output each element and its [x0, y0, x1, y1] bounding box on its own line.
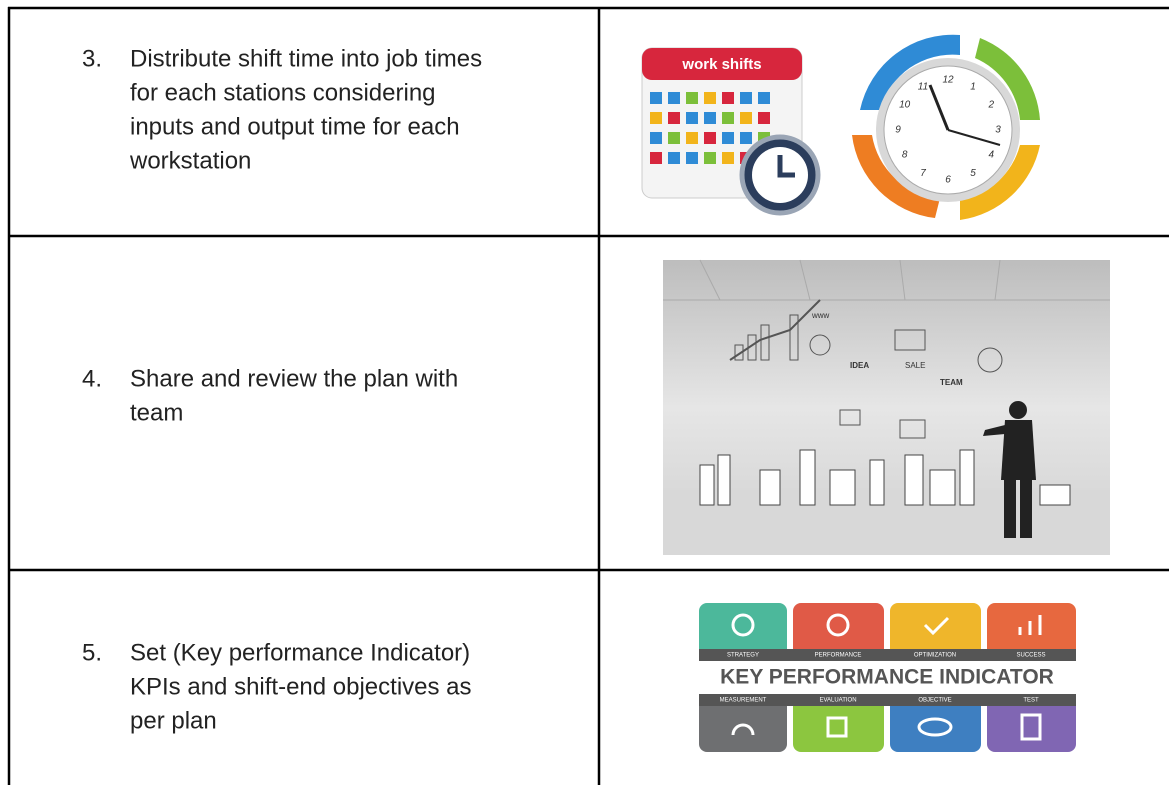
calendar-cell	[740, 132, 752, 144]
kpi-tile	[987, 696, 1076, 752]
kpi-label: PERFORMANCE	[815, 653, 862, 659]
clock-number: 6	[945, 175, 951, 186]
arrow-blue	[860, 34, 960, 110]
calendar-cell	[704, 152, 716, 164]
calendar-cell	[650, 132, 662, 144]
arrow-orange	[852, 135, 940, 218]
doodle-text: www	[811, 311, 830, 320]
calendar-cell	[650, 152, 662, 164]
calendar-cell	[740, 112, 752, 124]
calendar-cell	[668, 112, 680, 124]
calendar-cell	[758, 112, 770, 124]
row-3-text: 3. Distribute shift time into job times …	[82, 45, 482, 174]
kpi-image: STRATEGY PERFORMANCE OPTIMIZATION SUCCES…	[699, 603, 1076, 752]
kpi-title: KEY PERFORMANCE INDICATOR	[720, 666, 1054, 689]
clock-number: 2	[988, 100, 995, 111]
calendar-cell	[686, 152, 698, 164]
calendar-cell	[704, 132, 716, 144]
calendar-cell	[650, 92, 662, 104]
text-line: Set (Key performance Indicator)	[130, 639, 470, 666]
kpi-tile	[699, 603, 787, 659]
doodle-text: IDEA	[850, 361, 869, 370]
calendar-cell	[686, 92, 698, 104]
kpi-label: STRATEGY	[727, 653, 759, 659]
text-line: team	[130, 399, 183, 426]
calendar-cell	[722, 92, 734, 104]
calendar-cell	[722, 132, 734, 144]
clock-number: 1	[970, 81, 976, 92]
calendar-cell	[650, 112, 662, 124]
row-5-text: 5. Set (Key performance Indicator) KPIs …	[82, 639, 472, 734]
kpi-tile	[793, 696, 884, 752]
calendar-grid	[650, 92, 770, 164]
table-grid	[7, 6, 1169, 785]
text-line: workstation	[129, 147, 251, 174]
calendar-cell	[668, 152, 680, 164]
kpi-label: OBJECTIVE	[918, 698, 951, 704]
text-line: Distribute shift time into job times	[130, 45, 482, 72]
doodle-bars	[734, 314, 1003, 439]
clock-number: 10	[899, 100, 911, 111]
item-number: 3.	[82, 45, 102, 72]
calendar-cell	[722, 112, 734, 124]
calendar-cell	[704, 112, 716, 124]
calendar-cell	[758, 92, 770, 104]
text-line: KPIs and shift-end objectives as	[130, 673, 472, 700]
kpi-tile	[793, 603, 884, 659]
text-line: Share and review the plan with	[130, 365, 458, 392]
clock-number: 11	[918, 81, 928, 92]
ceiling	[663, 259, 1110, 301]
clock-hand	[928, 84, 950, 131]
kpi-strip	[699, 649, 1076, 661]
kpi-label: TEST	[1023, 698, 1039, 704]
floor	[663, 490, 1110, 555]
doodle-line	[729, 299, 821, 361]
small-clock-hands	[777, 155, 795, 178]
doodle-text: SALE	[905, 361, 925, 370]
calendar-label: work shifts	[681, 56, 761, 73]
calendar-cell	[686, 132, 698, 144]
calendar-cell	[668, 92, 680, 104]
calendar-cell	[668, 132, 680, 144]
planning-image: www IDEA SALE TEAM	[663, 259, 1110, 555]
item-number: 4.	[82, 365, 102, 392]
kpi-label: EVALUATION	[819, 698, 856, 704]
skyline	[699, 449, 1071, 506]
text-line: per plan	[130, 707, 217, 734]
clock-number: 8	[902, 150, 908, 161]
kpi-label: MEASUREMENT	[720, 698, 767, 704]
man	[983, 401, 1036, 538]
kpi-strip	[699, 694, 1076, 706]
kpi-label: SUCCESS	[1016, 653, 1045, 659]
text-line: for each stations considering	[130, 79, 436, 106]
clock-number: 4	[989, 150, 995, 161]
calendar-cell	[722, 152, 734, 164]
calendar-cell	[704, 92, 716, 104]
calendar-header	[642, 48, 802, 80]
clock-number: 3	[995, 125, 1001, 136]
clock-number: 7	[920, 168, 926, 179]
clock-number: 9	[895, 125, 901, 136]
calendar-cell	[740, 92, 752, 104]
clock-number: 12	[942, 75, 954, 86]
kpi-label: OPTIMIZATION	[914, 653, 956, 659]
clock-number: 5	[970, 168, 976, 179]
arrow-yellow	[960, 145, 1040, 220]
kpi-tile	[890, 696, 981, 752]
item-number: 5.	[82, 639, 102, 666]
kpi-icons	[731, 613, 1042, 741]
text-line: inputs and output time for each	[130, 113, 460, 140]
doodle-text: TEAM	[940, 378, 963, 387]
arrow-green	[975, 38, 1040, 120]
clock-hand	[947, 129, 1001, 146]
row-4-text: 4. Share and review the plan with team	[82, 365, 458, 426]
calendar-cell	[686, 112, 698, 124]
